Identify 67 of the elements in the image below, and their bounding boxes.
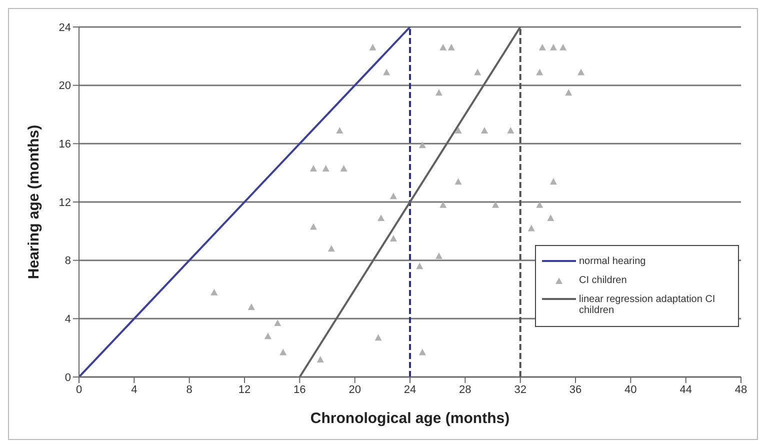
- y-tick-label: 20: [58, 80, 71, 92]
- point: [550, 44, 557, 50]
- y-axis-title: Hearing age (months): [25, 124, 42, 280]
- y-tick-label: 0: [64, 372, 71, 384]
- legend-label: linear regression adaptation CI children: [579, 294, 716, 316]
- point: [578, 68, 585, 76]
- point: [328, 245, 335, 252]
- point: [310, 164, 317, 172]
- point: [440, 201, 447, 208]
- point: [378, 214, 385, 222]
- legend-label: CI children: [579, 275, 627, 286]
- point: [418, 142, 426, 148]
- x-tick-label: 24: [404, 384, 416, 396]
- point: [538, 44, 546, 50]
- point: [435, 89, 442, 96]
- point: [474, 68, 482, 76]
- point: [264, 332, 272, 340]
- point: [310, 223, 317, 230]
- point: [248, 304, 255, 310]
- y-tick-label: 12: [58, 196, 71, 209]
- point: [418, 348, 426, 356]
- point: [416, 262, 424, 270]
- x-tick-label: 28: [459, 384, 472, 396]
- point: [210, 288, 218, 296]
- x-tick-label: 20: [348, 384, 361, 396]
- x-axis-title: Chronological age (months): [310, 410, 510, 427]
- y-tick-label: 24: [58, 22, 71, 34]
- point: [316, 356, 324, 362]
- x-tick-label: 12: [238, 384, 251, 396]
- x-tick-label: 48: [734, 384, 748, 396]
- point: [560, 44, 567, 50]
- x-tick-label: 32: [514, 384, 526, 396]
- point: [550, 178, 557, 185]
- point: [492, 201, 500, 208]
- point: [369, 44, 376, 50]
- point: [336, 127, 344, 134]
- point: [390, 192, 397, 200]
- point: [448, 44, 455, 50]
- point: [480, 127, 488, 134]
- x-tick-label: 4: [131, 384, 138, 396]
- x-tick-label: 40: [624, 384, 637, 396]
- x-tick-label: 44: [680, 384, 692, 396]
- point: [435, 252, 442, 259]
- point: [440, 44, 447, 50]
- point: [565, 89, 572, 96]
- legend-label: normal hearing: [579, 256, 646, 267]
- point: [454, 127, 462, 134]
- point: [528, 224, 535, 232]
- point: [340, 164, 348, 172]
- y-tick-label: 4: [64, 314, 71, 326]
- point: [536, 201, 544, 208]
- point: [322, 164, 330, 172]
- point: [507, 127, 514, 134]
- point: [536, 68, 544, 76]
- y-tick-label: 16: [58, 138, 71, 151]
- point: [390, 234, 397, 242]
- x-tick-label: 36: [569, 384, 582, 396]
- point: [374, 334, 382, 341]
- point: [454, 178, 462, 185]
- y-tick-label: 8: [64, 255, 71, 268]
- point: [280, 348, 287, 356]
- point: [547, 214, 554, 222]
- x-tick-label: 16: [294, 384, 306, 396]
- point: [274, 320, 282, 326]
- x-tick-label: 0: [76, 384, 82, 396]
- x-tick-label: 8: [186, 384, 192, 396]
- point: [383, 68, 390, 76]
